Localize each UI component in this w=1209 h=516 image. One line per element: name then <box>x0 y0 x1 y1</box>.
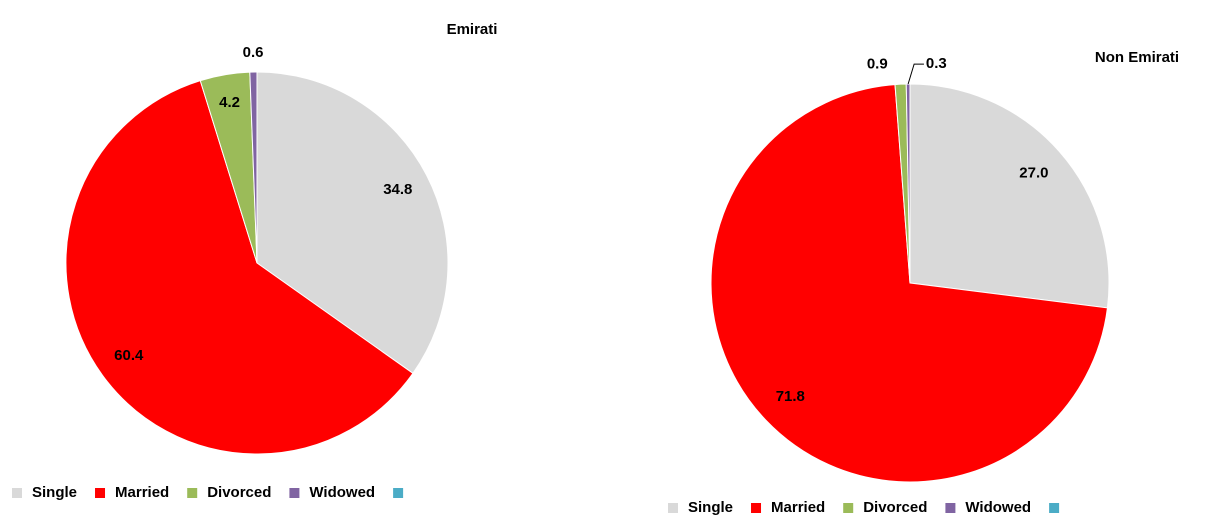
data-label: 0.6 <box>243 44 264 61</box>
data-label: 0.3 <box>926 55 947 72</box>
legend-label: Widowed <box>965 499 1031 516</box>
legend-label: Divorced <box>207 484 271 501</box>
legend-swatch <box>12 488 22 498</box>
legend-label: Single <box>32 484 77 501</box>
legend-swatch <box>751 503 762 513</box>
chart-title: Emirati <box>447 21 498 38</box>
pie-slice <box>909 83 1110 309</box>
pie-slice <box>256 71 449 375</box>
legend-swatch <box>187 488 198 498</box>
legend-swatch <box>843 503 854 513</box>
legend-label: Widowed <box>309 484 375 501</box>
data-label: 71.8 <box>776 388 805 405</box>
legend-label: Married <box>115 484 169 501</box>
legend-label: Single <box>688 499 733 516</box>
legend-label: Married <box>771 499 825 516</box>
pie-slice <box>249 71 258 264</box>
legend-label: Divorced <box>863 499 927 516</box>
leader-line <box>907 63 924 85</box>
data-label: 34.8 <box>383 181 412 198</box>
legend-swatch <box>393 488 404 498</box>
legend-swatch <box>289 488 300 498</box>
data-label: 27.0 <box>1019 165 1048 182</box>
data-label: 60.4 <box>114 347 144 364</box>
legend-swatch <box>95 488 106 498</box>
data-label: 4.2 <box>219 94 240 111</box>
data-label: 0.9 <box>867 55 888 72</box>
pie-slice <box>65 79 414 455</box>
pie-slice <box>905 83 911 284</box>
legend-swatch <box>1049 503 1060 513</box>
legend-swatch <box>945 503 956 513</box>
legend-swatch <box>668 503 678 513</box>
chart-title: Non Emirati <box>1095 49 1179 66</box>
pie-slice <box>710 84 1108 483</box>
